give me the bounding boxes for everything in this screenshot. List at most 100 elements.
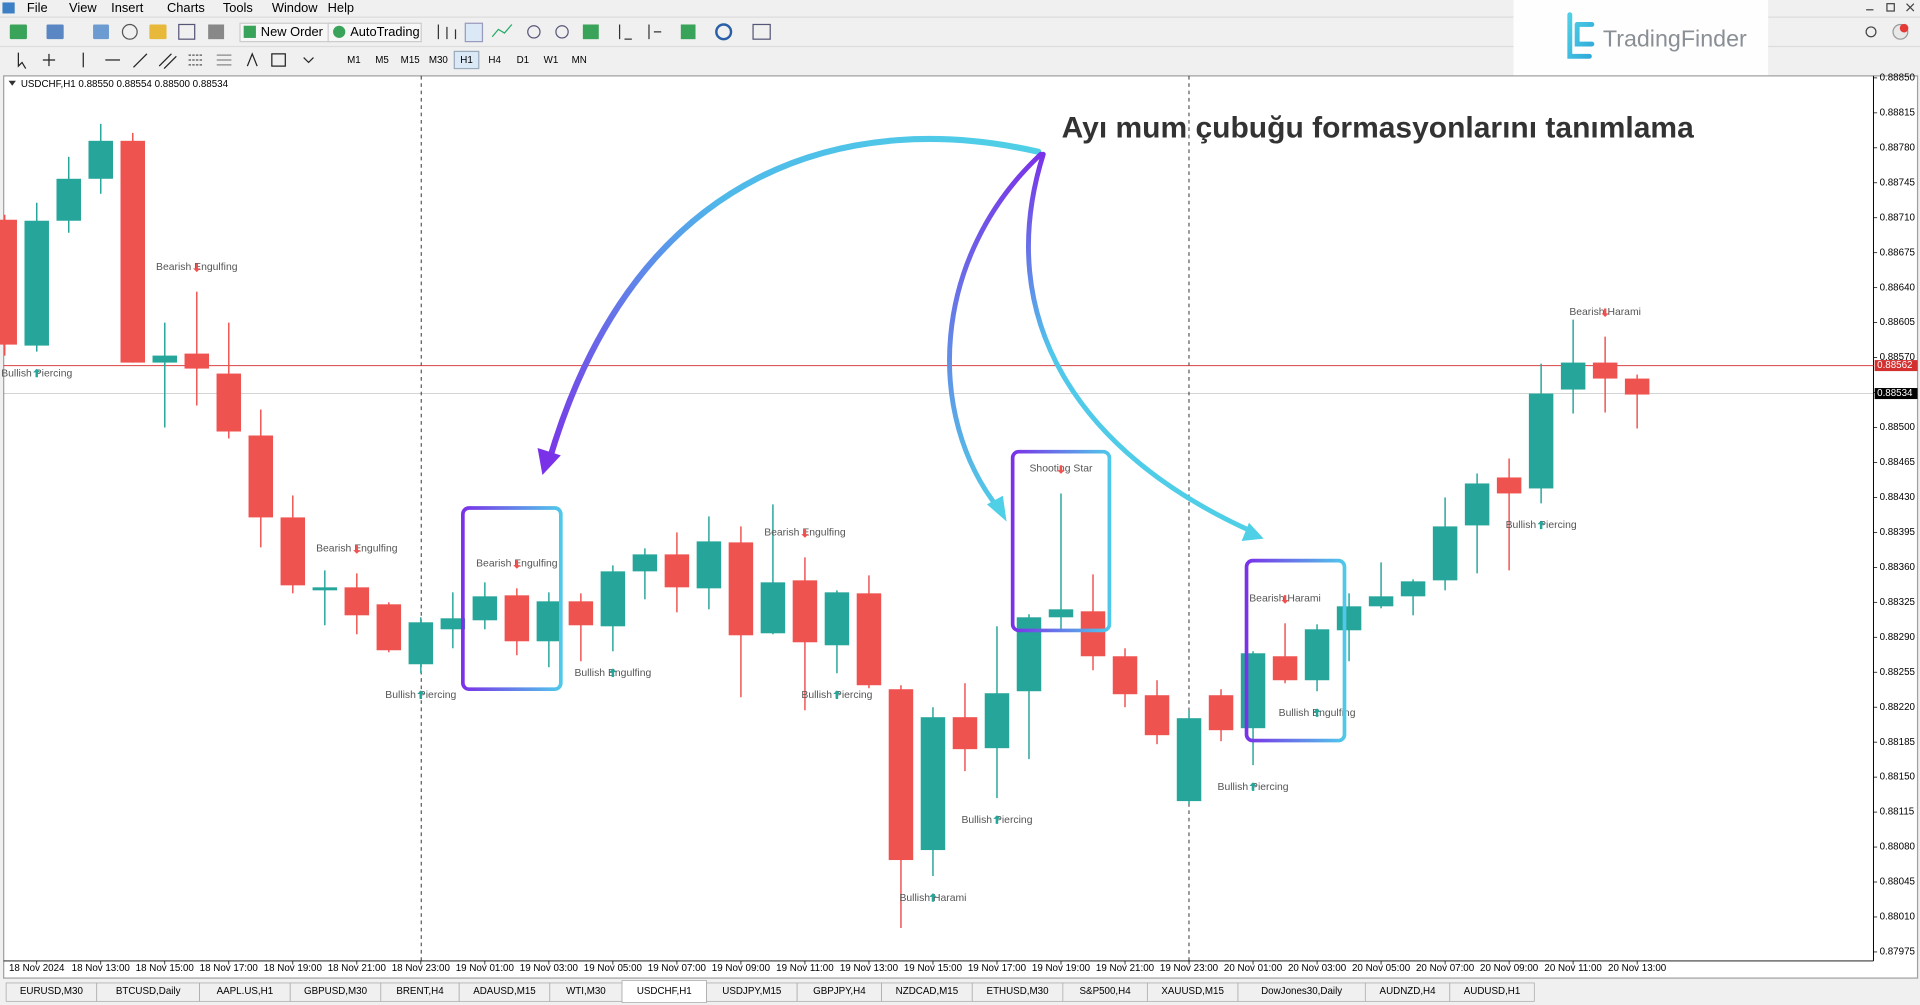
tab-label[interactable]: BRENT,H4 (396, 986, 444, 997)
bar-chart-button[interactable] (437, 24, 457, 40)
candle-body (952, 717, 978, 750)
autotrading-button[interactable] (327, 22, 422, 43)
menu-item[interactable]: Tools (223, 0, 253, 15)
tab-label[interactable]: DowJones30,Daily (1261, 986, 1342, 997)
x-tick-label: 20 Nov 11:00 (1544, 963, 1602, 974)
new-chart-button[interactable] (9, 24, 27, 40)
candle-body (920, 717, 946, 851)
tile-button[interactable] (582, 24, 599, 40)
candle-body (1560, 362, 1586, 390)
x-tick-label: 19 Nov 07:00 (648, 963, 707, 974)
timeframe-button[interactable]: M15 (401, 55, 421, 66)
candles-button[interactable] (464, 22, 484, 43)
menu-item[interactable]: Charts (167, 0, 205, 15)
x-tick-label: 19 Nov 01:00 (456, 963, 515, 974)
profiles-button[interactable] (46, 24, 64, 40)
tester-button[interactable] (208, 24, 225, 40)
y-tick-label: 0.87975 (1880, 947, 1916, 958)
crosshair-tool[interactable] (42, 53, 56, 67)
tab-label[interactable]: USDJPY,M15 (722, 986, 782, 997)
x-tick-label: 19 Nov 13:00 (840, 963, 899, 974)
timeframe-button[interactable]: M30 (429, 55, 449, 66)
cursor-tool[interactable] (17, 52, 27, 69)
timeframe-button[interactable]: M1 (347, 55, 361, 66)
timeframe-button[interactable]: H4 (488, 55, 501, 66)
candle-body (1592, 362, 1618, 379)
menu-item[interactable]: Insert (111, 0, 144, 15)
tab-label[interactable]: NZDCAD,M15 (896, 986, 959, 997)
candle-body (312, 587, 338, 591)
data-window-button[interactable] (121, 23, 138, 40)
tab-label[interactable]: BTCUSD,Daily (116, 986, 181, 997)
autotrading-label[interactable]: AutoTrading (350, 24, 420, 39)
line-chart-button[interactable] (491, 24, 513, 38)
autoscroll-button[interactable] (618, 24, 632, 40)
fibo-tool[interactable] (188, 54, 204, 66)
search-button[interactable] (1865, 26, 1877, 38)
candle-body (408, 622, 434, 665)
menu-item[interactable]: View (69, 0, 97, 15)
channel-tool[interactable] (158, 53, 177, 69)
close-button[interactable] (1906, 3, 1915, 12)
x-tick-label: 19 Nov 17:00 (968, 963, 1027, 974)
timeframe-button[interactable]: H1 (460, 55, 473, 66)
tab-label[interactable]: GBPUSD,M30 (304, 986, 368, 997)
periods-button[interactable] (715, 23, 733, 41)
timeframe-active (453, 50, 480, 70)
zoom-out-button[interactable] (555, 25, 569, 39)
timeframe-button[interactable]: MN (572, 55, 587, 66)
indicators-button[interactable] (680, 24, 696, 40)
tab-label[interactable]: AUDUSD,H1 (1464, 986, 1521, 997)
x-tick-label: 18 Nov 15:00 (136, 963, 195, 974)
timeframe-button[interactable]: M5 (375, 55, 389, 66)
trendline-tool[interactable] (133, 53, 148, 68)
x-tick-label: 20 Nov 01:00 (1224, 963, 1283, 974)
label-tool[interactable] (271, 53, 286, 67)
tab-label[interactable]: ADAUSD,M15 (473, 986, 536, 997)
y-tick-label: 0.88045 (1880, 877, 1916, 888)
x-tick-label: 19 Nov 19:00 (1032, 963, 1091, 974)
y-tick-label: 0.88185 (1880, 737, 1916, 748)
y-tick-label: 0.88255 (1880, 667, 1916, 678)
market-watch-button[interactable] (93, 24, 109, 40)
pattern-arrow (609, 668, 617, 677)
tab-label[interactable]: EURUSD,M30 (20, 986, 84, 997)
arrow (1026, 151, 1254, 534)
timeframe-button[interactable]: W1 (544, 55, 559, 66)
pattern-arrow (1057, 465, 1065, 474)
icon (333, 25, 346, 38)
zoom-in-button[interactable] (527, 25, 541, 39)
gann-tool[interactable] (216, 54, 232, 66)
candle-body (440, 618, 466, 630)
terminal-button[interactable] (178, 23, 196, 40)
menu-item[interactable]: Window (272, 0, 318, 15)
shift-button[interactable] (648, 24, 662, 40)
tab-label[interactable]: S&P500,H4 (1080, 986, 1132, 997)
timeframe-button[interactable]: D1 (517, 55, 530, 66)
menu-item[interactable]: File (27, 0, 48, 15)
tab-label[interactable]: ETHUSD,M30 (987, 986, 1050, 997)
chart-menu-icon[interactable] (8, 80, 16, 86)
arrows-tool[interactable] (303, 57, 314, 64)
tab-label[interactable]: USDCHF,H1 (637, 986, 692, 997)
tab-label[interactable]: GBPJPY,H4 (813, 986, 866, 997)
window-controls (1865, 3, 1915, 40)
new-order-label[interactable]: New Order (261, 24, 324, 39)
tab[interactable] (1449, 982, 1535, 1002)
plot: 0.87975 0.88010 0.88045 0.88080 0.88115 0.881… (0, 72, 1918, 974)
text-tool[interactable] (246, 52, 258, 67)
menu-item[interactable]: Help (328, 0, 354, 15)
arrowhead (986, 495, 1007, 522)
price-label: 0.88534 (1877, 388, 1913, 399)
candle-body (1048, 609, 1074, 618)
tab-label[interactable]: XAUUSD,M15 (1161, 986, 1224, 997)
tab-label[interactable]: WTI,M30 (566, 986, 606, 997)
restore-button[interactable] (1886, 3, 1895, 12)
tab-label[interactable]: AUDNZD,H4 (1380, 986, 1437, 997)
x-tick-label: 18 Nov 2024 (9, 963, 65, 974)
navigator-button[interactable] (149, 24, 167, 40)
templates-button[interactable] (752, 23, 771, 40)
tab-label[interactable]: AAPL.US,H1 (217, 986, 274, 997)
highlight-box (461, 506, 563, 692)
candle-body (696, 541, 722, 589)
